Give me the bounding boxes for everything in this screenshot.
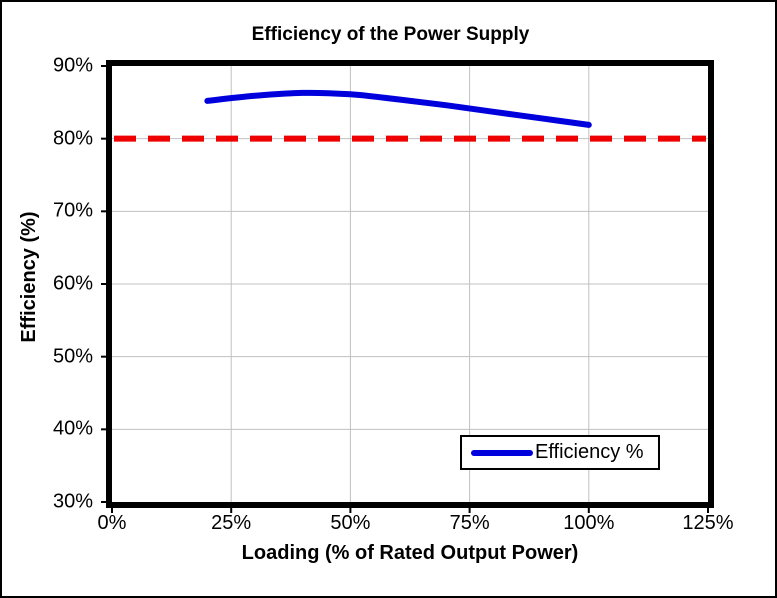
x-tick-label: 100% <box>563 512 615 534</box>
series-efficiency- <box>204 89 592 128</box>
y-tick-label: 80% <box>52 127 93 150</box>
y-tick-label: 50% <box>52 345 93 368</box>
x-tick-label: 75% <box>449 512 490 534</box>
y-axis-title: Efficiency (%) <box>18 211 40 343</box>
legend-line-sample <box>471 449 533 456</box>
y-tick-label: 70% <box>52 199 93 222</box>
x-tick-label: 25% <box>211 512 252 534</box>
x-axis-title: Loading (% of Rated Output Power) <box>241 542 579 564</box>
y-tick-label: 60% <box>52 272 93 295</box>
y-tick-label: 30% <box>52 490 93 513</box>
x-tick-label: 0% <box>97 512 127 534</box>
x-tick-label: 125% <box>682 512 734 534</box>
y-tick-label: 40% <box>52 417 93 440</box>
x-tick-label: 50% <box>330 512 371 534</box>
legend-label: Efficiency % <box>535 441 644 463</box>
y-tick-label: 90% <box>52 54 93 77</box>
chart-title: Efficiency of the Power Supply <box>251 24 530 45</box>
legend: Efficiency % <box>460 435 660 470</box>
